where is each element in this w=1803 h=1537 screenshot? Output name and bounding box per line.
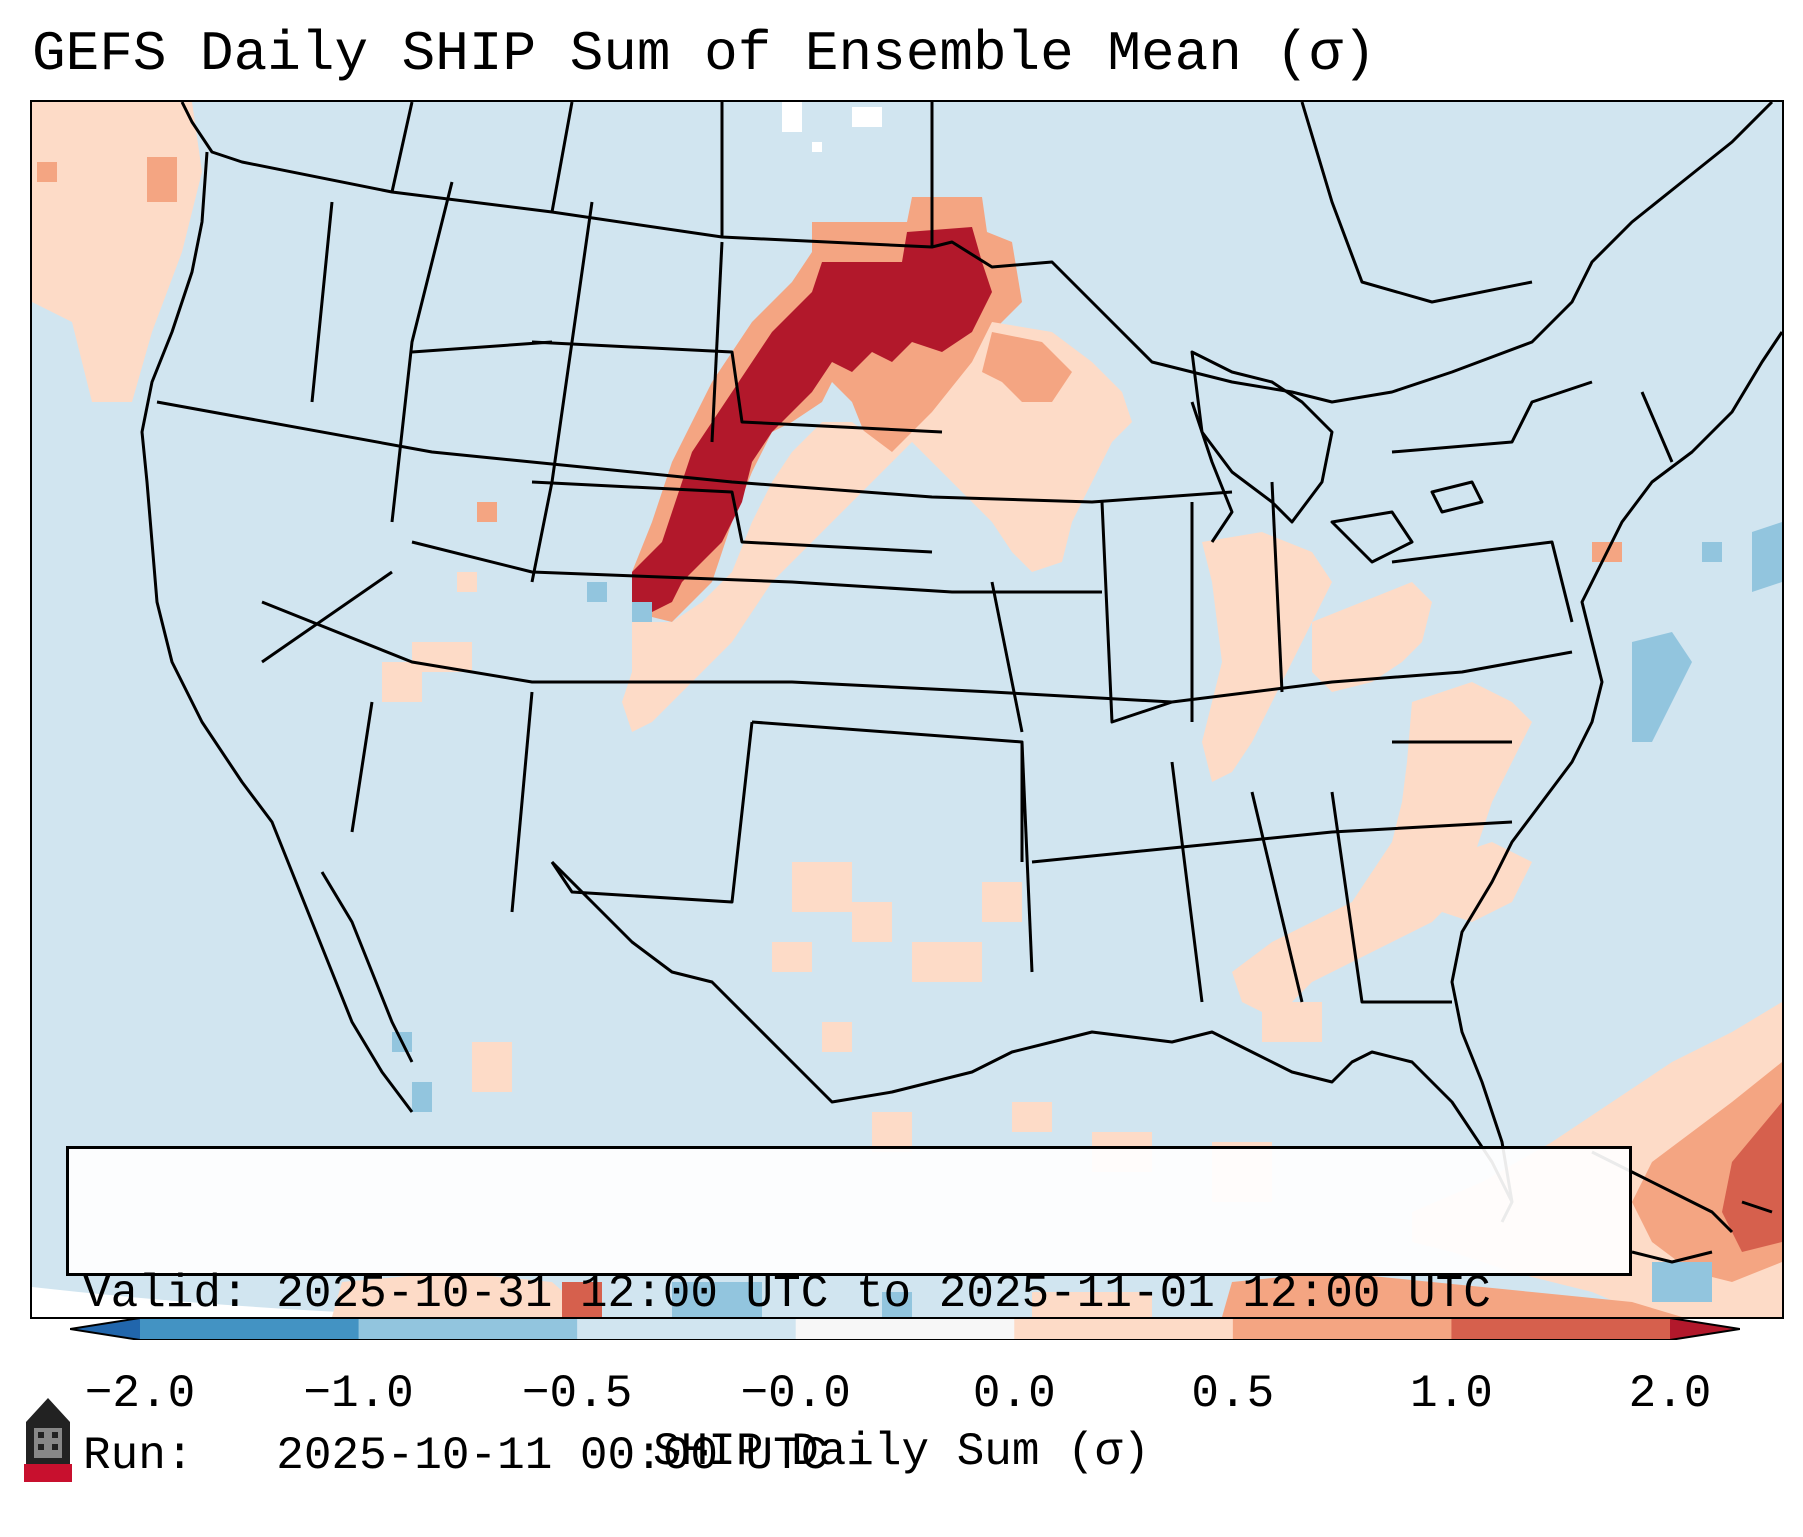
colorbar-ticks: −2.0 −1.0 −0.5 −0.0 0.0 0.5 1.0 2.0	[0, 1340, 1803, 1420]
colorbar-bin	[140, 1318, 360, 1340]
colorbar-tick-label: 2.0	[1628, 1368, 1712, 1420]
map-canvas	[32, 102, 1782, 1317]
niu-logo	[24, 1398, 72, 1482]
colorbar-tick-label: −2.0	[84, 1368, 196, 1420]
colorbar-tick-label: 0.5	[1191, 1368, 1275, 1420]
run-row: Run: 2025-10-11 00:00 UTC	[83, 1429, 1615, 1483]
colorbar-tick-label: 1.0	[1410, 1368, 1493, 1420]
colorbar-tick-label: 0.0	[972, 1368, 1056, 1420]
colorbar-extend-high	[1670, 1318, 1740, 1340]
colorbar-bin	[1014, 1318, 1234, 1340]
anomaly-field	[32, 102, 1782, 1317]
valid-value: 2025-10-31 12:00 UTC to 2025-11-01 12:00…	[276, 1268, 1491, 1320]
colorbar-bin	[795, 1318, 1015, 1340]
colorbar-tick-label: −1.0	[303, 1368, 414, 1420]
colorbar	[70, 1318, 1740, 1340]
colorbar-tick-label: −0.0	[740, 1368, 851, 1420]
map-panel[interactable]	[30, 100, 1784, 1319]
colorbar-tick-label: −0.5	[521, 1368, 633, 1420]
colorbar-bin	[1451, 1318, 1671, 1340]
colorbar-bin	[1232, 1318, 1452, 1340]
colorbar-extend-low	[70, 1318, 140, 1340]
colorbar-label: SHIP Daily Sum (σ)	[653, 1426, 1150, 1478]
run-label: Run:	[83, 1430, 194, 1482]
valid-row: Valid: 2025-10-31 12:00 UTC to 2025-11-0…	[83, 1267, 1615, 1321]
projection-edge	[32, 1287, 932, 1317]
colorbar-bin	[358, 1318, 578, 1340]
map-title: GEFS Daily SHIP Sum of Ensemble Mean (σ)	[32, 22, 1377, 86]
colorbar-bin	[577, 1318, 797, 1340]
validity-info-box: Valid: 2025-10-31 12:00 UTC to 2025-11-0…	[66, 1146, 1632, 1482]
run-value: 2025-10-11 00:00 UTC	[276, 1430, 829, 1482]
valid-label: Valid:	[83, 1268, 249, 1320]
